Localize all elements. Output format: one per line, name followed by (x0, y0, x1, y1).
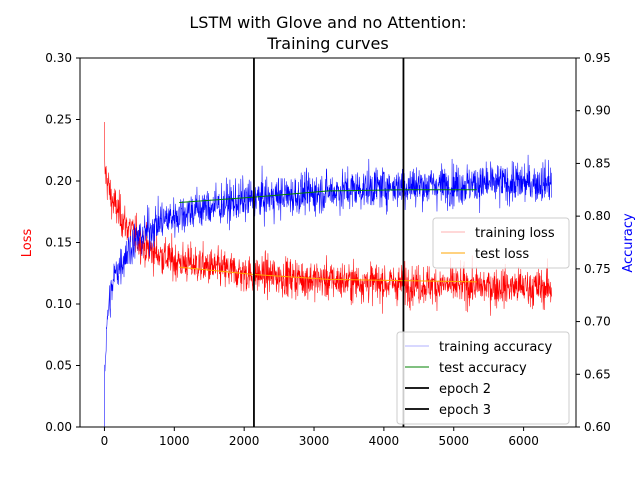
chart-title-line2: Training curves (266, 34, 388, 53)
y-axis-right-label: Accuracy (621, 213, 636, 273)
y-right-tick-label: 0.70 (584, 315, 611, 329)
y-right-tick-label: 0.85 (584, 156, 611, 170)
y-left-tick-label: 0.30 (45, 51, 72, 65)
y-right-tick-label: 0.75 (584, 262, 611, 276)
plot-frame (79, 57, 577, 428)
x-tick-label: 5000 (438, 434, 469, 448)
y-left-tick-label: 0.00 (45, 420, 72, 434)
x-axis: 0 1000 2000 3000 4000 5000 6000 (101, 427, 539, 448)
x-tick-label: 3000 (299, 434, 330, 448)
y-left-tick-label: 0.20 (45, 174, 72, 188)
y-left-tick-label: 0.25 (45, 113, 72, 127)
training-accuracy-legend-label: training accuracy (439, 340, 552, 355)
y-right-tick-label: 0.65 (584, 367, 611, 381)
y-right-tick-label: 0.60 (584, 420, 611, 434)
test-loss-line (179, 266, 477, 283)
x-tick-label: 6000 (508, 434, 539, 448)
test-accuracy-line (179, 189, 477, 203)
epoch-3-legend-label: epoch 3 (439, 403, 491, 418)
y-left-tick-label: 0.15 (45, 236, 72, 250)
test-accuracy-legend-label: test accuracy (439, 361, 527, 376)
y-right-tick-label: 0.80 (584, 209, 611, 223)
training-loss-line (104, 121, 552, 316)
legend-box (432, 217, 570, 269)
x-tick-label: 4000 (369, 434, 400, 448)
legend-loss: training loss test loss (432, 217, 570, 269)
y-left-tick-label: 0.10 (45, 297, 72, 311)
epoch-2-legend-label: epoch 2 (439, 382, 491, 397)
legend-box (396, 331, 570, 425)
training-accuracy-line (104, 154, 552, 427)
x-tick-label: 0 (101, 434, 109, 448)
y-axis-left: 0.00 0.05 0.10 0.15 0.20 0.25 0.30 (45, 51, 80, 434)
y-axis-left-label: Loss (20, 229, 35, 258)
test-loss-legend-label: test loss (475, 247, 529, 262)
y-axis-right: 0.60 0.65 0.70 0.75 0.80 0.85 0.90 0.95 (576, 51, 611, 434)
chart-title-line1: LSTM with Glove and no Attention: (189, 13, 466, 32)
y-right-tick-label: 0.95 (584, 51, 611, 65)
training-loss-legend-label: training loss (475, 226, 555, 241)
x-tick-label: 2000 (229, 434, 260, 448)
y-right-tick-label: 0.90 (584, 104, 611, 118)
legend-accuracy: training accuracy test accuracy epoch 2 epo… (396, 331, 570, 425)
x-tick-label: 1000 (159, 434, 190, 448)
y-left-tick-label: 0.05 (45, 359, 72, 373)
